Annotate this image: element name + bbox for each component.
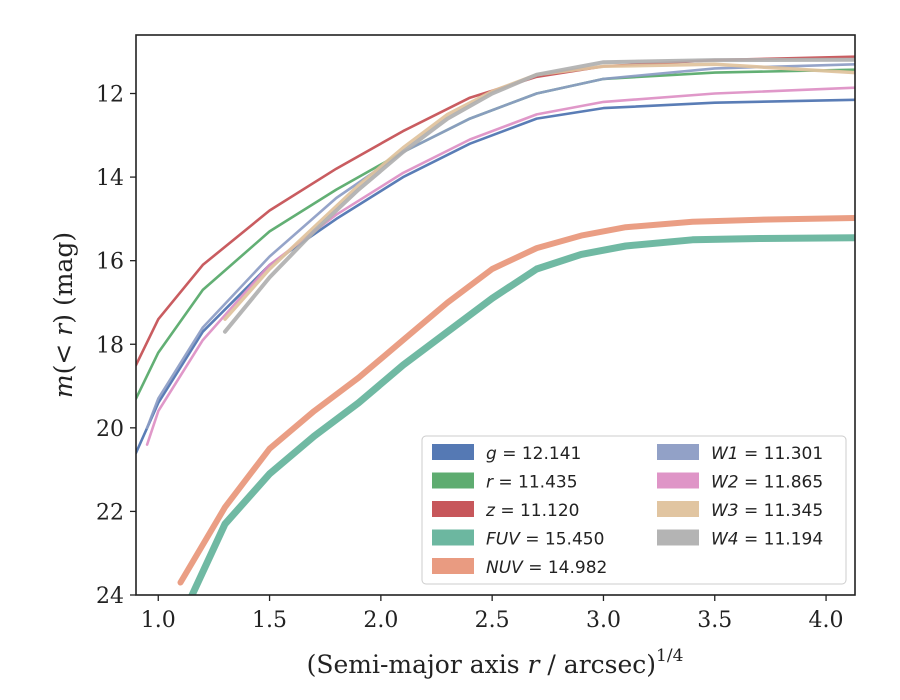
- y-axis-label: m(< r) (mag): [49, 232, 78, 398]
- legend-label-g: g = 12.141: [486, 444, 581, 464]
- x-tick-label: 2.0: [363, 608, 398, 633]
- legend-label-w1: W1 = 11.301: [711, 444, 823, 464]
- legend: g = 12.141 r = 11.435 z = 11.120 FUV = 15.4…: [421, 435, 847, 585]
- x-tick-label: 4.0: [809, 608, 844, 633]
- x-tick-label: 1.0: [141, 608, 176, 633]
- series-group: [136, 55, 855, 595]
- legend-swatch-w2: [657, 472, 699, 489]
- x-tick-label: 2.5: [475, 608, 510, 633]
- legend-label-r: r = 11.435: [486, 473, 578, 493]
- series-line-w3: [223, 62, 855, 321]
- legend-swatch-nuv: [432, 558, 474, 574]
- x-tick-label: 1.5: [252, 608, 287, 633]
- series-line-r: [136, 68, 855, 400]
- legend-label-z: z = 11.120: [485, 501, 579, 521]
- legend-swatch-r: [432, 472, 474, 489]
- y-tick-label: 16: [96, 250, 124, 275]
- x-axis-label: (Semi-major axis r / arcsec)1/4: [307, 646, 684, 679]
- y-tick-label: 18: [96, 333, 124, 358]
- y-tick-label: 12: [96, 83, 124, 108]
- series-line-w4: [223, 57, 855, 334]
- legend-label-w4: W4 = 11.194: [711, 530, 823, 550]
- legend-swatch-g: [432, 444, 474, 460]
- legend-label-w3: W3 = 11.345: [711, 501, 823, 521]
- series-line-w2: [145, 86, 855, 446]
- legend-swatch-w3: [657, 501, 699, 517]
- x-tick-label: 3.5: [697, 608, 732, 633]
- legend-swatch-w4: [657, 529, 699, 546]
- legend-label-w2: W2 = 11.865: [711, 473, 823, 493]
- y-tick-label: 20: [96, 417, 124, 442]
- y-tick-label: 24: [96, 584, 124, 609]
- y-tick-label: 22: [96, 500, 124, 525]
- y-tick-label: 14: [96, 166, 124, 191]
- legend-swatch-w1: [657, 444, 699, 460]
- series-line-fuv: [188, 234, 855, 595]
- x-tick-label: 3.0: [586, 608, 621, 633]
- legend-swatch-z: [432, 501, 474, 517]
- series-line-nuv: [177, 215, 855, 586]
- plot-frame: [135, 34, 856, 596]
- legend-label-nuv: NUV = 14.982: [486, 558, 607, 578]
- legend-label-fuv: FUV = 15.450: [486, 530, 604, 550]
- ticks-group: 1.0 1.5 2.0 2.5 3.0 3.5 4.0 12 14 16 18 20 22 24: [96, 83, 844, 633]
- legend-swatch-fuv: [432, 529, 474, 546]
- series-line-g: [136, 98, 855, 455]
- legend-frame: [421, 435, 847, 585]
